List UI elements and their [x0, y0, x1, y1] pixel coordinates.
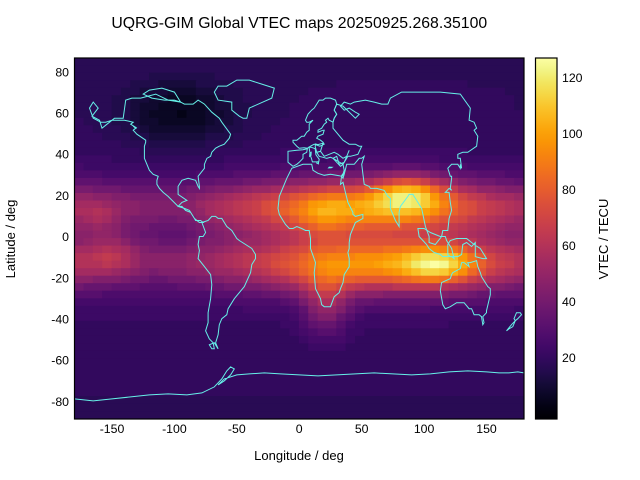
svg-text:-80: -80 — [51, 395, 69, 409]
svg-text:0: 0 — [62, 230, 69, 244]
svg-text:VTEC / TECU: VTEC / TECU — [596, 199, 611, 280]
svg-text:80: 80 — [55, 66, 69, 80]
svg-text:40: 40 — [562, 295, 576, 309]
svg-text:-40: -40 — [51, 313, 69, 327]
svg-text:100: 100 — [562, 127, 583, 141]
svg-text:40: 40 — [55, 148, 69, 162]
svg-text:-20: -20 — [51, 271, 69, 285]
svg-text:60: 60 — [562, 239, 576, 253]
svg-text:20: 20 — [55, 189, 69, 203]
svg-text:-60: -60 — [51, 354, 69, 368]
svg-text:150: 150 — [476, 422, 497, 436]
svg-text:120: 120 — [562, 71, 583, 85]
svg-text:50: 50 — [355, 422, 369, 436]
svg-text:60: 60 — [55, 107, 69, 121]
svg-text:Latitude / deg: Latitude / deg — [3, 200, 18, 279]
svg-text:-150: -150 — [100, 422, 125, 436]
svg-text:100: 100 — [414, 422, 435, 436]
svg-text:80: 80 — [562, 183, 576, 197]
svg-text:20: 20 — [562, 351, 576, 365]
svg-text:0: 0 — [296, 422, 303, 436]
svg-text:Longitude / deg: Longitude / deg — [254, 448, 344, 463]
svg-text:-50: -50 — [228, 422, 246, 436]
svg-text:-100: -100 — [162, 422, 187, 436]
